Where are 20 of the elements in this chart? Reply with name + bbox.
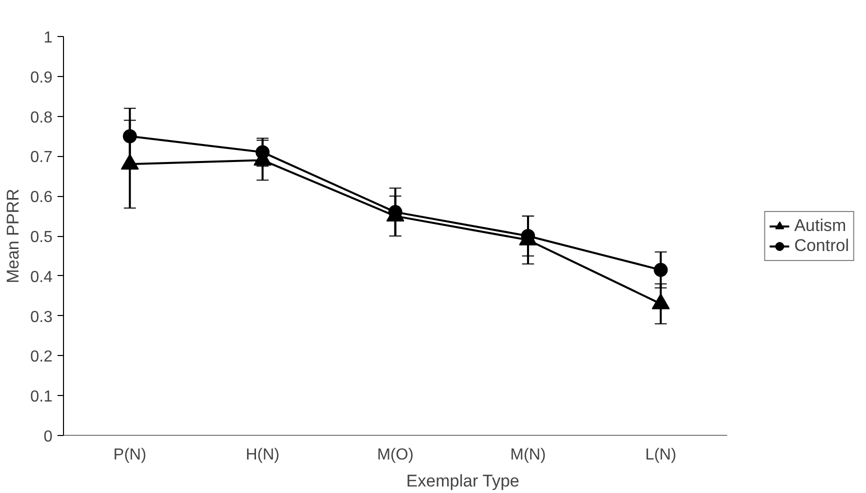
y-tick-label: 0.3 [30,308,53,326]
y-tick-label: 0.4 [30,268,53,286]
y-axis-title: Mean PPRR [3,188,22,284]
x-tick-label: L(N) [645,446,676,464]
y-tick-label: 0.5 [30,229,53,246]
y-tick-label: 0.2 [30,348,53,366]
x-tick-label: M(O) [377,446,414,464]
x-tick-label: P(N) [113,446,146,464]
y-tick-label: 0.6 [30,189,53,206]
x-axis-title: Exemplar Type [406,472,520,490]
y-tick-label: 0 [44,428,53,446]
x-tick-label: M(N) [510,446,546,464]
y-tick-label: 0.7 [30,149,53,166]
legend-label: Control [794,236,849,256]
y-tick-label: 0.8 [30,109,53,126]
y-tick-label: 0.9 [30,69,53,86]
y-tick-label: 1 [44,30,53,46]
y-tick-label: 0.1 [30,388,53,406]
legend-label: Autism [794,216,846,236]
x-tick-label: H(N) [246,446,280,464]
